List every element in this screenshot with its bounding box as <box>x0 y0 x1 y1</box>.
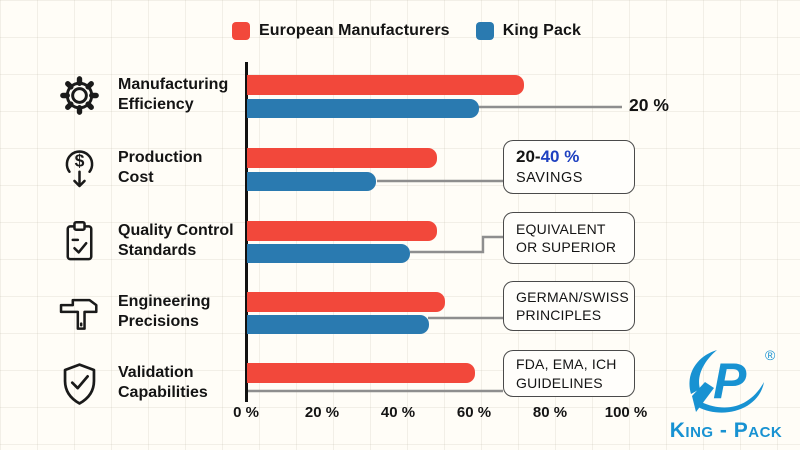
x-tick-60: 60 % <box>456 404 492 421</box>
legend-item-european: European Manufacturers <box>232 22 450 40</box>
legend-label: King Pack <box>502 22 581 39</box>
callout-quality: EQUIVALENT OR SUPERIOR <box>503 212 635 264</box>
label-line: Quality Control <box>118 222 234 239</box>
x-tick-20: 20 % <box>304 404 340 421</box>
legend-swatch-red <box>232 22 250 40</box>
category-label-manufacturing-efficiency: Manufacturing Efficiency <box>118 75 244 116</box>
clipboard-check-icon <box>66 220 93 261</box>
label-line: Capabilities <box>118 384 208 402</box>
label-line: Standards <box>118 242 197 260</box>
label-line: Manufacturing <box>118 76 229 93</box>
x-tick-40: 40 % <box>380 404 416 421</box>
bar-european-production-cost <box>247 148 437 168</box>
king-pack-logo-name: King - Pack <box>669 419 783 442</box>
category-label-production-cost: Production Cost <box>118 148 244 189</box>
callout-line: FDA, EMA, ICH <box>516 356 617 373</box>
shield-check-icon <box>63 363 96 405</box>
legend-label: European Manufacturers <box>259 22 450 39</box>
bar-kingpack-engineering <box>247 315 430 334</box>
callout-savings: 20-40 % SAVINGS <box>503 140 635 194</box>
x-tick-80: 80 % <box>532 404 568 421</box>
king-pack-logo-mark: P ® <box>689 347 776 413</box>
caliper-icon <box>59 298 98 330</box>
callout-savings-label: SAVINGS <box>516 169 583 186</box>
bar-european-engineering <box>247 292 445 312</box>
label-line: Production <box>118 149 203 166</box>
label-line: Validation <box>118 364 194 381</box>
callout-line: PRINCIPLES <box>516 307 602 323</box>
y-axis-line <box>245 62 248 402</box>
x-tick-100: 100 % <box>604 404 648 421</box>
registered-trademark-symbol: ® <box>765 347 776 363</box>
legend: European Manufacturers King Pack <box>232 22 581 40</box>
bar-kingpack-quality-control <box>247 244 411 263</box>
callout-efficiency-gain: 20 % <box>629 95 669 115</box>
category-label-validation-capabilities: Validation Capabilities <box>118 363 244 404</box>
bar-kingpack-production-cost <box>247 172 377 191</box>
category-label-engineering-precisions: Engineering Precisions <box>118 292 244 333</box>
label-line: Precisions <box>118 313 199 331</box>
svg-text:$: $ <box>75 151 85 171</box>
callout-engineering: GERMAN/SWISS PRINCIPLES <box>503 281 635 331</box>
legend-swatch-blue <box>475 22 494 40</box>
callout-line: GUIDELINES <box>516 374 603 391</box>
bar-european-manufacturing-efficiency <box>247 75 525 95</box>
bar-european-validation <box>247 363 475 383</box>
callout-line: EQUIVALENT <box>516 220 606 237</box>
savings-range-low: 20- <box>516 147 541 167</box>
callout-savings-value: 20-40 % <box>516 146 622 168</box>
label-line: Engineering <box>118 293 211 310</box>
callout-line: GERMAN/SWISS <box>516 288 629 305</box>
bar-european-quality-control <box>247 221 437 241</box>
callout-validation: FDA, EMA, ICH GUIDELINES <box>503 350 635 397</box>
callout-line: OR SUPERIOR <box>516 239 617 255</box>
bar-kingpack-manufacturing-efficiency <box>247 99 479 118</box>
label-line: Efficiency <box>118 96 194 114</box>
legend-item-kingpack: King Pack <box>475 22 581 40</box>
svg-text:P: P <box>713 353 747 409</box>
label-line: Cost <box>118 169 154 187</box>
gear-icon <box>60 76 99 115</box>
category-label-quality-control: Quality Control Standards <box>118 221 244 262</box>
king-pack-logo: P ® King - Pack <box>658 346 794 443</box>
x-tick-0: 0 % <box>233 404 259 421</box>
dollar-decrease-icon: $ <box>65 150 94 188</box>
savings-range-high: 40 % <box>540 147 580 167</box>
